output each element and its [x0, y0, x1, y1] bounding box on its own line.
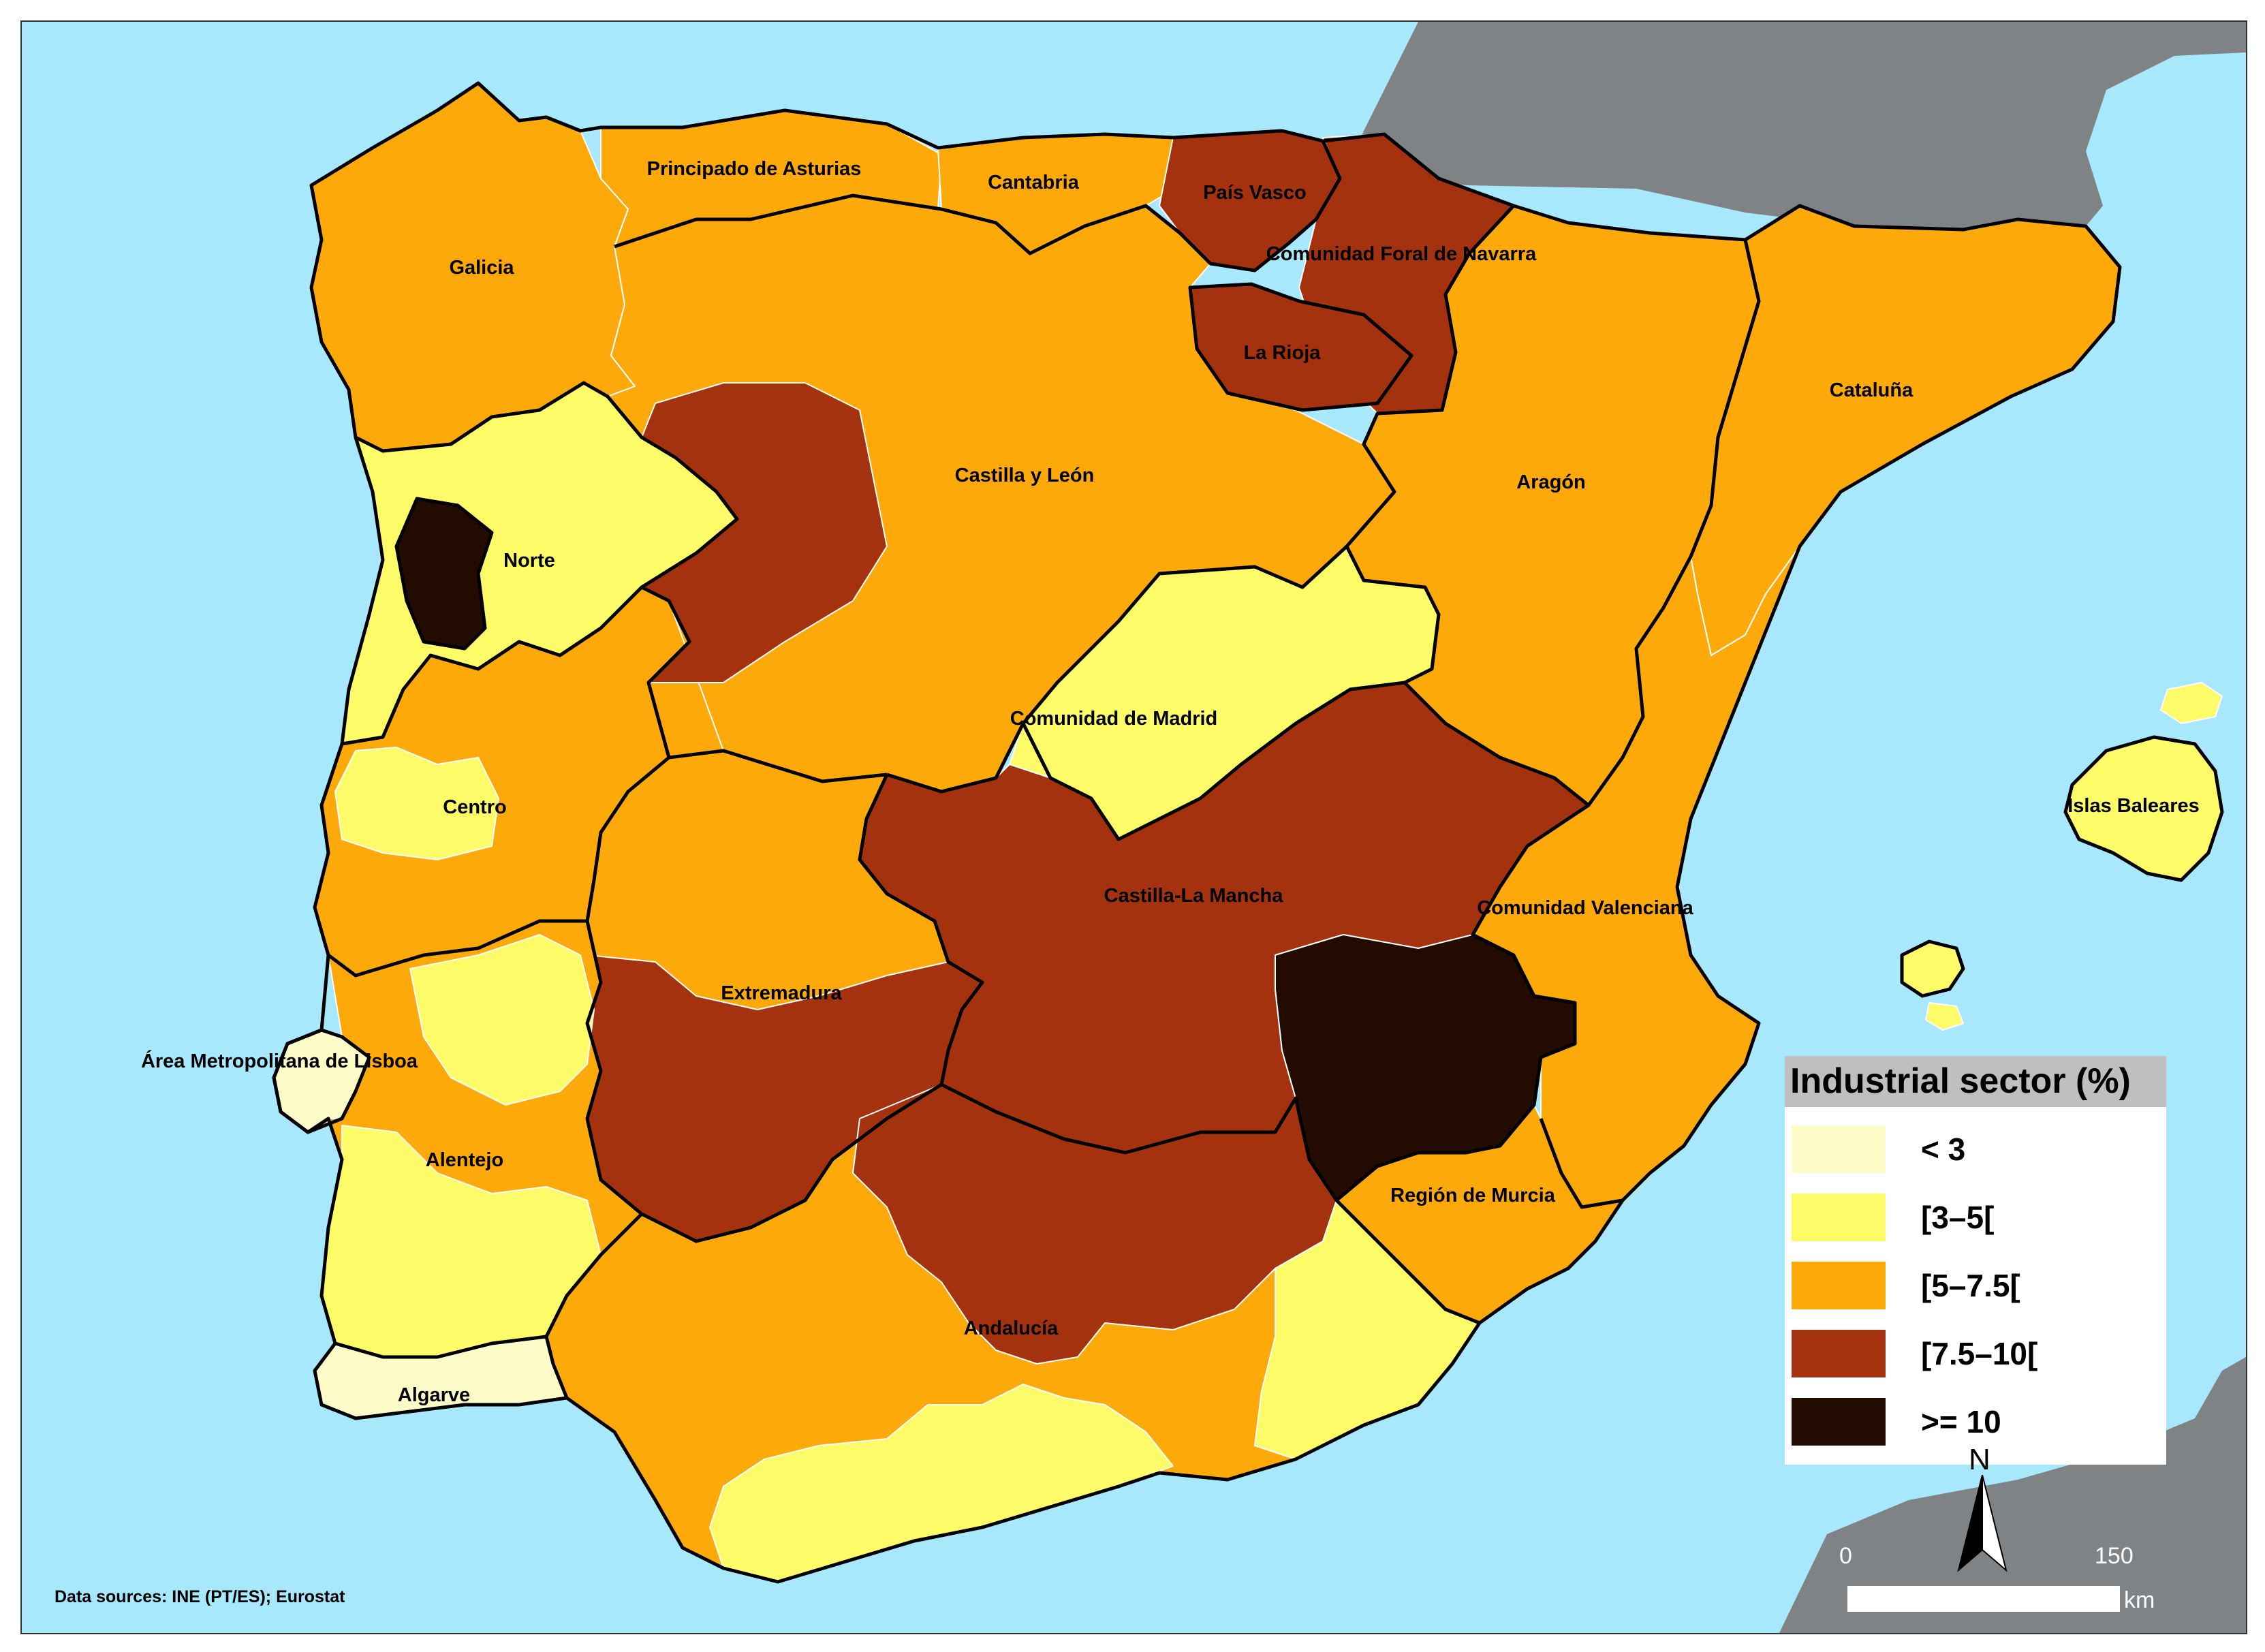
label-alentejo: Alentejo [426, 1149, 503, 1171]
label-castilla-y-leon: Castilla y León [955, 465, 1095, 486]
label-pais-vasco: País Vasco [1203, 182, 1307, 204]
label-valenciana: Comunidad Valenciana [1477, 897, 1693, 919]
data-sources: Data sources: INE (PT/ES); Eurostat [54, 1587, 345, 1606]
label-extremadura: Extremadura [721, 982, 842, 1004]
legend-item-5-7-5: [5–7.5[ [1785, 1260, 2166, 1313]
border-norte-dark [394, 497, 494, 651]
legend: Industrial sector (%) < 3 [3–5[ [5–7.5[ … [1785, 1056, 2166, 1465]
label-cataluna: Cataluña [1830, 379, 1913, 401]
border-portugal-spain [354, 381, 739, 1399]
label-castilla-la-mancha: Castilla-La Mancha [1104, 885, 1284, 907]
border-lisboa [272, 1028, 371, 1134]
region-menorca [2160, 682, 2223, 724]
legend-label-3-5: [3–5[ [1921, 1200, 1995, 1235]
label-centro: Centro [443, 796, 506, 818]
region-formentera [1925, 1002, 1964, 1031]
border-rioja-navarra [1188, 282, 1413, 412]
label-navarra: Comunidad Foral de Navarra [1266, 243, 1537, 265]
ibiza-outline [1900, 939, 1965, 998]
legend-swatch-5-7-5 [1790, 1260, 1887, 1311]
region-outlines [272, 81, 2224, 1584]
mallorca-outline [2063, 735, 2224, 882]
label-galicia: Galicia [449, 257, 514, 279]
legend-swatch-lt3 [1790, 1124, 1887, 1174]
region-centro-yellow-zone [334, 747, 499, 860]
legend-item-3-5: [3–5[ [1785, 1192, 2166, 1245]
north-label: N [1969, 1443, 1990, 1476]
label-murcia: Región de Murcia [1390, 1185, 1556, 1206]
label-cantabria: Cantabria [988, 172, 1080, 193]
label-andalucia: Andalucía [964, 1318, 1059, 1339]
border-spain-internal-north [614, 140, 1342, 272]
scale-max-label: 150 [2095, 1543, 2134, 1569]
legend-swatch-3-5 [1790, 1192, 1887, 1243]
legend-label-7-5-10: [7.5–10[ [1921, 1336, 2038, 1371]
label-algarve: Algarve [398, 1384, 470, 1406]
border-extremadura [640, 749, 943, 1243]
map-frame: Galicia Principado de Asturias Cantabria… [20, 20, 2247, 1634]
label-madrid: Comunidad de Madrid [1010, 708, 1218, 730]
region-labels: Galicia Principado de Asturias Cantabria… [141, 158, 2200, 1406]
label-lisboa: Área Metropolitana de Lisboa [141, 1049, 418, 1072]
border-aragon [1345, 204, 1761, 807]
border-madrid [1021, 545, 1405, 841]
legend-swatch-7-5-10 [1790, 1328, 1887, 1379]
scale-zero-label: 0 [1839, 1543, 1852, 1569]
map-canvas: Galicia Principado de Asturias Cantabria… [22, 22, 2246, 1633]
label-aragon: Aragón [1516, 471, 1586, 493]
legend-label-lt3: < 3 [1921, 1132, 1966, 1167]
north-arrow-icon [1957, 1475, 2008, 1572]
africa-landmass [1779, 1357, 2246, 1633]
legend-label-ge10: >= 10 [1921, 1404, 2001, 1439]
legend-title: Industrial sector (%) [1785, 1056, 2166, 1107]
border-castilla-la-mancha-south [858, 722, 1590, 1202]
regions-layer [273, 82, 2223, 1583]
region-alentejo-yellow [409, 934, 595, 1106]
label-asturias: Principado de Asturias [647, 158, 862, 180]
legend-item-lt3: < 3 [1785, 1124, 2166, 1177]
label-baleares: Islas Baleares [2067, 795, 2199, 817]
france-landmass [1357, 22, 2246, 230]
label-la-rioja: La Rioja [1244, 342, 1322, 364]
border-murcia [1335, 1118, 1623, 1325]
scale-unit-label: km [2124, 1587, 2155, 1613]
scale-bar [1847, 1586, 2120, 1612]
label-norte: Norte [503, 550, 555, 572]
border-portugal-internal [327, 586, 643, 1359]
legend-item-ge10: >= 10 [1785, 1397, 2166, 1450]
legend-swatch-ge10 [1790, 1397, 1887, 1447]
legend-label-5-7-5: [5–7.5[ [1921, 1268, 2020, 1303]
legend-item-7-5-10: [7.5–10[ [1785, 1328, 2166, 1382]
